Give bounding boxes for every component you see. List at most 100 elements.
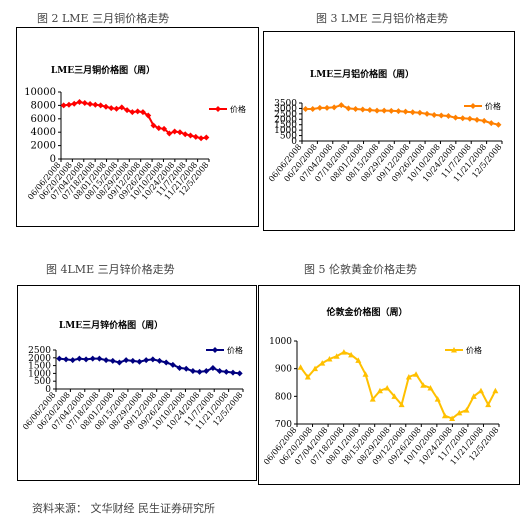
data-point: [324, 104, 330, 111]
data-point: [369, 396, 376, 402]
figure-2-caption: 图 2 LME 三月铜价格走势: [37, 12, 170, 25]
data-point: [198, 135, 205, 142]
y-tick-label: 500: [34, 377, 51, 387]
data-point: [463, 407, 470, 413]
chart-title: 伦敦金价格图（周）: [326, 306, 407, 318]
data-point: [143, 357, 150, 364]
data-point: [452, 114, 459, 121]
data-point: [304, 373, 311, 380]
data-point: [203, 134, 210, 141]
data-point: [474, 116, 480, 123]
data-point: [108, 105, 115, 112]
data-point: [102, 103, 109, 110]
data-point: [183, 365, 190, 372]
data-point: [223, 368, 230, 375]
data-point: [150, 122, 157, 129]
chart-title: LME三月锌价格图（周）: [59, 319, 163, 331]
y-tick-label: 2000: [274, 115, 297, 125]
y-tick-label: 1500: [274, 121, 297, 131]
aluminum-chart: LME三月铝价格图（周） 0500100015002000250030003500…: [267, 68, 504, 184]
data-point: [398, 401, 405, 408]
data-point: [316, 104, 323, 111]
data-point: [395, 108, 402, 115]
series-line: [305, 104, 499, 126]
y-tick-label: 2500: [28, 346, 51, 356]
chart-title: LME三月铝价格图（周）: [310, 68, 414, 80]
data-point: [409, 109, 416, 116]
data-point: [449, 415, 456, 421]
y-tick-label: 0: [50, 154, 56, 165]
aluminum-chart-panel: LME三月铝价格图（周） 0 500 1000 1500 2000 2500 3000 3500…: [263, 31, 515, 231]
gold-chart: 伦敦金价格图（周）700800900100006/06/200806/20/20…: [262, 306, 501, 467]
data-point: [338, 102, 345, 109]
data-point: [366, 107, 373, 114]
y-tick-label: 4000: [31, 127, 56, 138]
data-point: [413, 371, 420, 377]
figure-4-caption: 图 4LME 三月锌价格走势: [46, 263, 175, 276]
data-point: [163, 359, 170, 366]
data-point: [405, 373, 412, 380]
zinc-chart: LME三月锌价格图（周）0500100015002000250006/06/20…: [21, 319, 245, 432]
data-point: [229, 369, 236, 376]
legend-label: 价格: [485, 101, 501, 111]
y-tick-label: 0: [291, 137, 297, 147]
y-tick-label: 1000: [28, 369, 51, 379]
y-tick-label: 2000: [28, 354, 51, 364]
data-point: [76, 355, 83, 362]
data-point: [96, 355, 103, 362]
series-line: [299, 350, 497, 420]
data-point: [189, 368, 196, 375]
y-tick-label: 800: [275, 392, 292, 402]
y-tick-label: 2000: [31, 141, 56, 152]
data-point: [69, 357, 76, 364]
data-point: [203, 368, 210, 375]
data-point: [340, 349, 347, 355]
data-point: [60, 102, 67, 109]
data-point: [431, 111, 438, 118]
data-point: [434, 396, 441, 402]
data-point: [161, 125, 168, 132]
data-point: [56, 355, 63, 362]
y-tick-label: 1000: [274, 126, 297, 136]
gold-chart-panel: 伦敦金价格图（周） 700 800 900 1000 06/06/2008 06/20/20…: [258, 285, 520, 485]
chart-title: LME三月铜价格图（周）: [51, 64, 155, 76]
data-point: [466, 115, 473, 122]
figure-3-caption: 图 3 LME 三月铝价格走势: [316, 12, 449, 25]
data-point: [326, 355, 333, 362]
data-point: [182, 131, 189, 138]
data-point: [470, 393, 477, 399]
data-point: [124, 107, 131, 114]
data-point: [171, 128, 178, 135]
data-point: [136, 358, 143, 365]
legend-marker: [212, 347, 218, 353]
data-point: [103, 357, 110, 364]
data-point: [485, 401, 492, 408]
data-point: [89, 355, 96, 362]
data-point: [113, 105, 120, 112]
legend-marker: [451, 347, 457, 353]
data-point: [149, 356, 156, 363]
data-point: [495, 121, 502, 128]
y-tick-label: 1000: [269, 337, 292, 347]
legend-marker: [215, 106, 221, 112]
data-point: [459, 115, 466, 122]
y-tick-label: 900: [275, 365, 292, 375]
data-point: [302, 105, 309, 112]
data-point: [362, 371, 369, 377]
data-point: [309, 105, 316, 112]
data-point: [333, 353, 340, 359]
data-point: [176, 129, 183, 136]
data-point: [402, 108, 409, 115]
data-point: [71, 100, 78, 107]
y-tick-label: 3500: [274, 99, 297, 109]
y-tick-label: 500: [280, 132, 297, 142]
data-point: [81, 100, 88, 107]
data-point: [129, 357, 136, 364]
data-point: [63, 356, 70, 363]
data-point: [416, 109, 423, 116]
data-point: [391, 393, 398, 399]
data-point: [319, 360, 326, 366]
data-point: [216, 368, 223, 375]
data-point: [355, 357, 362, 363]
data-point: [155, 125, 162, 132]
